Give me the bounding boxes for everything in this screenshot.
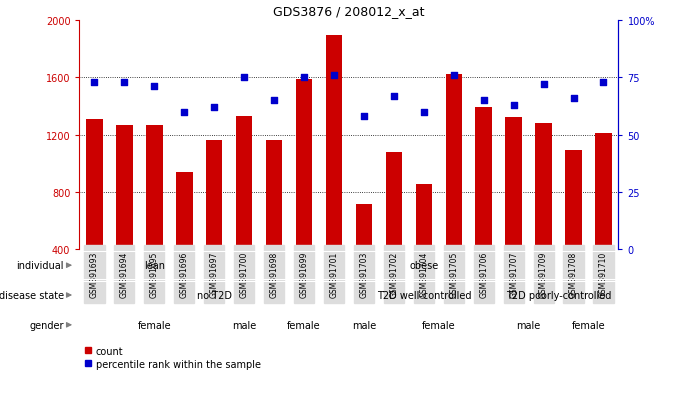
Text: female: female <box>571 320 605 330</box>
Bar <box>116 125 133 250</box>
Point <box>568 95 579 102</box>
Point <box>418 109 429 116</box>
Text: male: male <box>232 320 256 330</box>
Point <box>388 93 399 100</box>
Text: gender: gender <box>30 320 64 330</box>
Text: disease state: disease state <box>0 290 64 300</box>
Point <box>238 75 249 81</box>
Point <box>448 72 460 79</box>
Point <box>508 102 519 109</box>
Bar <box>595 134 612 250</box>
Point <box>149 84 160 90</box>
Bar <box>446 75 462 250</box>
Point <box>598 79 609 86</box>
Bar <box>356 204 372 250</box>
Point <box>179 109 190 116</box>
Text: no T2D: no T2D <box>197 290 231 300</box>
Bar <box>386 152 402 250</box>
Bar <box>475 108 492 250</box>
Point <box>209 104 220 111</box>
Text: male: male <box>352 320 376 330</box>
Title: GDS3876 / 208012_x_at: GDS3876 / 208012_x_at <box>273 5 425 18</box>
Bar <box>296 79 312 250</box>
Text: female: female <box>138 320 171 330</box>
Bar <box>325 36 342 250</box>
Point <box>119 79 130 86</box>
Point <box>359 114 370 120</box>
Point <box>89 79 100 86</box>
Legend: count, percentile rank within the sample: count, percentile rank within the sample <box>84 346 261 369</box>
Text: T2D poorly-controlled: T2D poorly-controlled <box>506 290 612 300</box>
Bar <box>146 126 162 250</box>
Text: lean: lean <box>144 261 165 271</box>
Bar <box>415 185 432 250</box>
Bar <box>236 116 252 250</box>
Bar <box>206 140 223 250</box>
Bar <box>176 173 193 250</box>
Point <box>269 97 280 104</box>
Text: female: female <box>422 320 455 330</box>
Text: male: male <box>516 320 541 330</box>
Point <box>538 81 549 88</box>
Text: T2D well-controlled: T2D well-controlled <box>377 290 471 300</box>
Point <box>478 97 489 104</box>
Text: individual: individual <box>17 261 64 271</box>
Bar <box>86 119 103 250</box>
Bar <box>266 141 283 250</box>
Point <box>299 75 310 81</box>
Bar <box>505 118 522 250</box>
Text: female: female <box>287 320 321 330</box>
Text: obese: obese <box>409 261 438 271</box>
Bar <box>536 124 552 250</box>
Point <box>328 72 339 79</box>
Bar <box>565 151 582 250</box>
